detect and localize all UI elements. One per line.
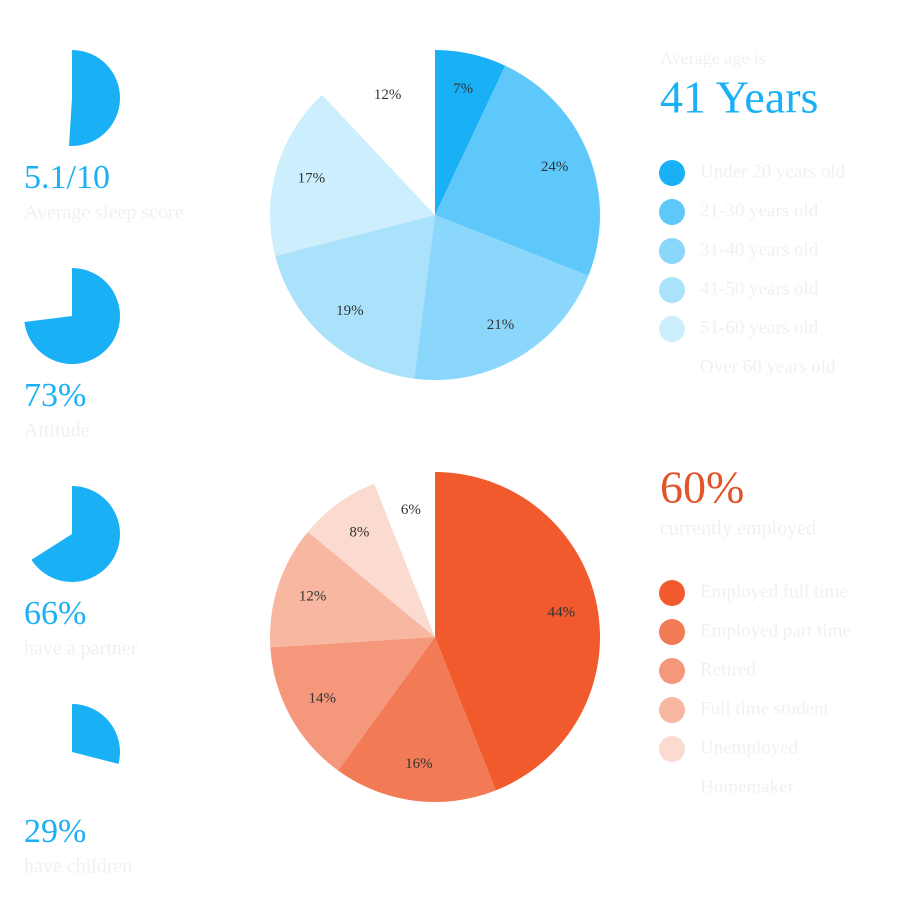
legend-swatch xyxy=(659,199,685,225)
legend-label: Full time student xyxy=(700,698,830,719)
legend-label: Employed full time xyxy=(700,581,848,602)
legend-swatch xyxy=(659,580,685,606)
mini-pie-slice xyxy=(68,50,120,146)
slice-label: 6% xyxy=(401,502,421,518)
pie-slice xyxy=(275,215,435,379)
legend-swatch xyxy=(659,238,685,264)
mini-pie-slice xyxy=(24,268,121,364)
pie-slice xyxy=(435,50,506,215)
headline: 41 Years xyxy=(660,72,818,123)
mini-pie-caption: Attitude xyxy=(24,420,90,442)
legend-label: 51-60 years old xyxy=(700,317,819,338)
legend-label: Over 60 years old xyxy=(700,356,836,377)
pie-slice xyxy=(270,637,435,771)
legend-label: 31-40 years old xyxy=(700,239,819,260)
slice-label: 24% xyxy=(541,159,569,175)
slice-label: 8% xyxy=(349,524,369,540)
legend-swatch xyxy=(659,619,685,645)
pie-slice xyxy=(435,472,600,791)
mini-pie-value: 29% xyxy=(24,813,86,850)
mini-pie-value: 66% xyxy=(24,595,86,632)
legend-swatch xyxy=(659,736,685,762)
mini-pie-caption: have a partner xyxy=(24,638,138,660)
slice-label: 7% xyxy=(453,81,473,97)
mini-pie-caption: Average sleep score xyxy=(24,202,184,224)
slice-label: 19% xyxy=(336,303,364,319)
mini-pie-value: 5.1/10 xyxy=(24,159,110,196)
legend-swatch xyxy=(659,697,685,723)
slice-label: 16% xyxy=(405,756,433,772)
legend-label: 21-30 years old xyxy=(700,200,819,221)
pie-slice xyxy=(270,94,435,257)
mini-pie-caption: have children xyxy=(24,856,132,878)
subtitle: currently employed xyxy=(660,518,816,540)
legend-swatch xyxy=(659,355,685,381)
slice-label: 12% xyxy=(374,87,402,103)
slice-label: 14% xyxy=(308,690,336,706)
slice-label: 21% xyxy=(487,317,515,333)
legend-label: Homemaker xyxy=(700,776,795,797)
mini-pie-slice xyxy=(31,486,120,582)
legend-label: Employed part time xyxy=(700,620,851,641)
mini-pie-slice xyxy=(72,704,121,764)
legend-swatch xyxy=(659,658,685,684)
pie-slice xyxy=(270,531,435,648)
slice-label: 44% xyxy=(548,604,576,620)
legend-label: Retired xyxy=(700,659,756,680)
pie-slice xyxy=(338,637,496,802)
legend-label: Unemployed xyxy=(700,737,799,758)
pie-slice xyxy=(435,65,600,276)
subtitle: Average age is xyxy=(660,48,766,68)
pie-slice xyxy=(307,483,435,637)
mini-pie-value: 73% xyxy=(24,377,86,414)
legend-label: Under 20 years old xyxy=(700,161,846,182)
legend-swatch xyxy=(659,775,685,801)
pie-slice xyxy=(414,215,589,380)
slice-label: 17% xyxy=(298,171,326,187)
legend-label: 41-50 years old xyxy=(700,278,819,299)
legend-swatch xyxy=(659,277,685,303)
pie-slice xyxy=(322,50,435,215)
legend-swatch xyxy=(659,160,685,186)
headline: 60% xyxy=(660,462,744,513)
slice-label: 12% xyxy=(299,589,327,605)
pie-slice xyxy=(374,472,435,637)
legend-swatch xyxy=(659,316,685,342)
